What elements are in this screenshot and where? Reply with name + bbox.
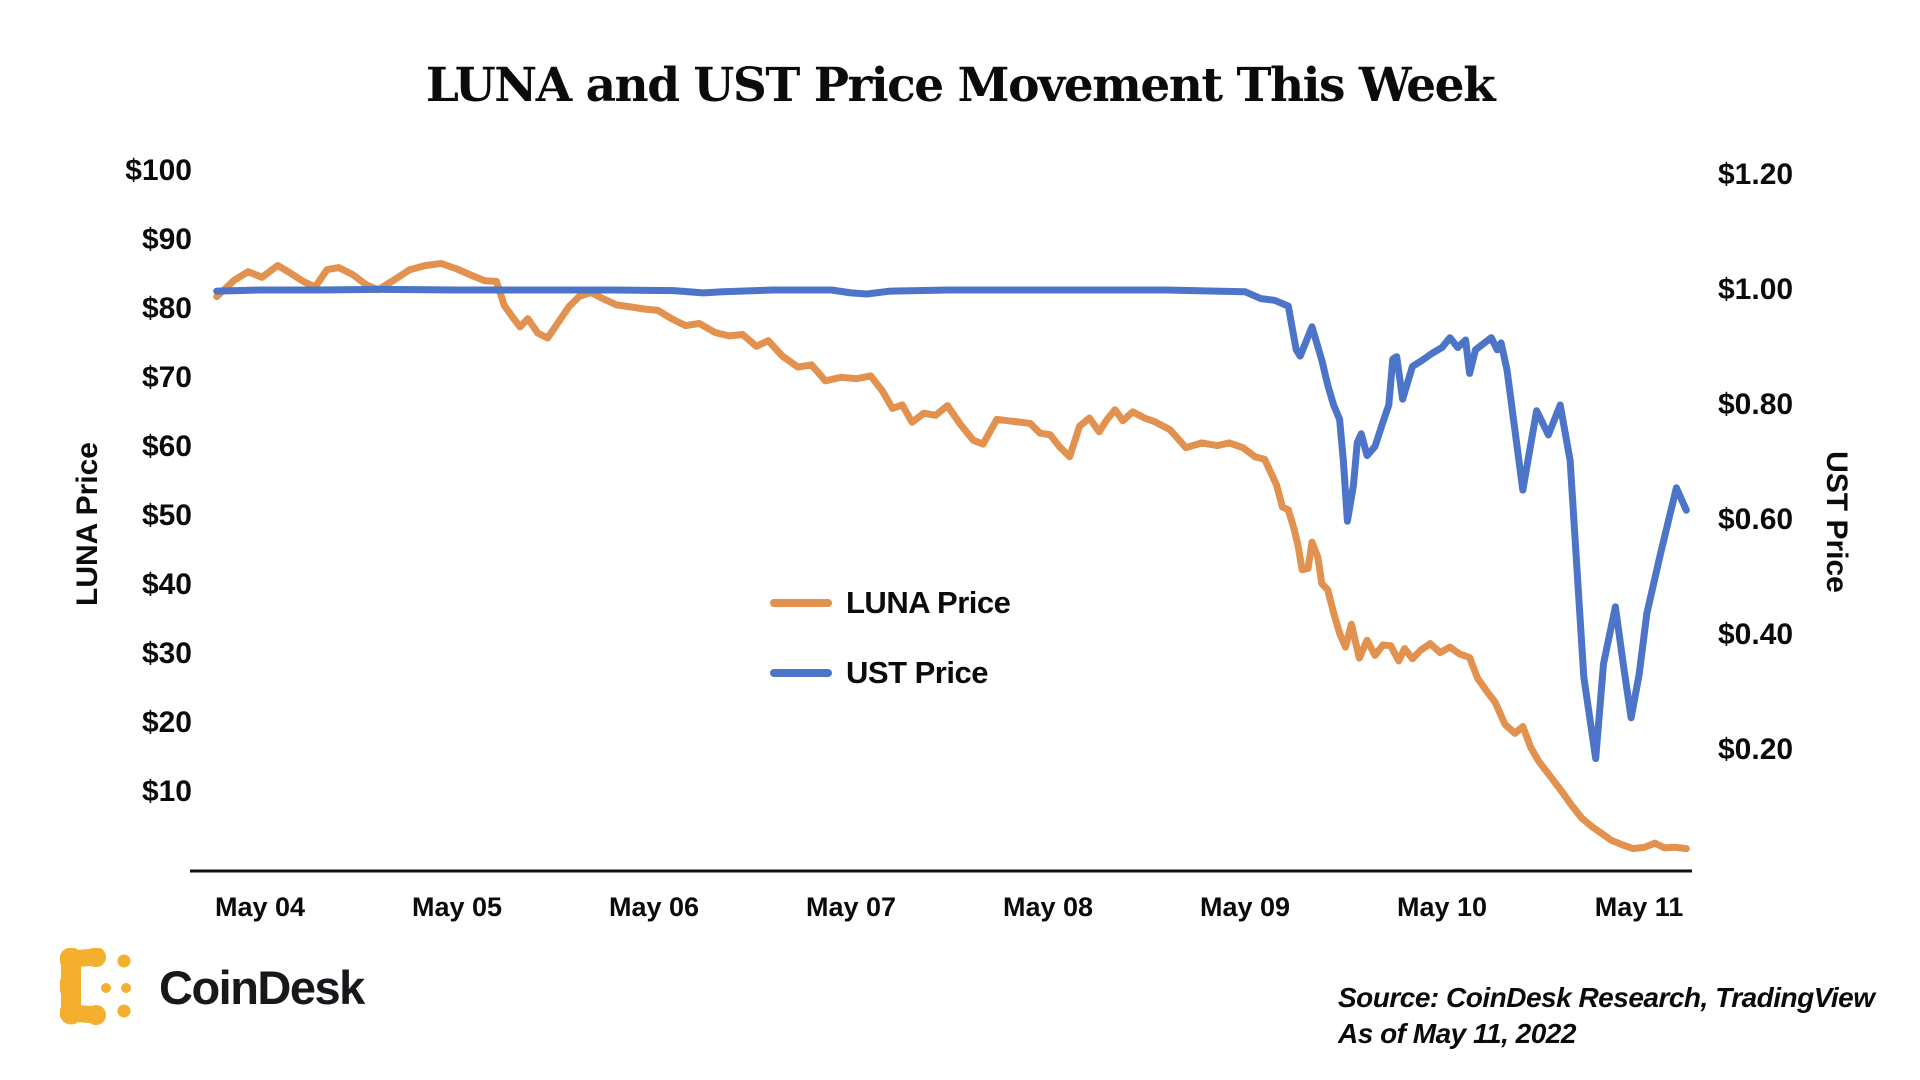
- left-axis-tick: $100: [125, 154, 192, 187]
- left-axis-tick: $10: [141, 775, 192, 808]
- left-axis-tick: $40: [141, 568, 192, 601]
- left-axis-tick: $20: [141, 706, 192, 739]
- x-axis-tick: May 09: [1199, 892, 1291, 922]
- x-axis-tick: May 07: [805, 892, 897, 922]
- source-attribution: Source: CoinDesk Research, TradingView A…: [1338, 980, 1875, 1052]
- coindesk-wordmark: CoinDesk: [159, 960, 365, 1014]
- source-line-1: Source: CoinDesk Research, TradingView: [1338, 982, 1875, 1013]
- right-axis-tick: $1.00: [1718, 273, 1794, 306]
- right-axis-tick: $0.60: [1718, 503, 1794, 536]
- left-axis-tick: $50: [141, 499, 192, 532]
- chart-legend: LUNA Price UST Price: [770, 578, 1011, 718]
- x-axis-tick: May 06: [608, 892, 700, 922]
- legend-item-ust: UST Price: [770, 648, 1010, 698]
- right-axis-tick: $0.40: [1718, 618, 1794, 651]
- left-axis-tick: $80: [141, 292, 192, 325]
- luna-price-line: [213, 260, 1690, 853]
- luna-legend-swatch: [770, 599, 832, 607]
- left-axis-tick: $90: [141, 223, 192, 256]
- x-axis-tick: May 11: [1594, 892, 1684, 922]
- left-axis-tick: $30: [141, 637, 192, 670]
- legend-item-luna: LUNA Price: [770, 578, 1011, 628]
- x-axis-tick: May 05: [411, 892, 503, 922]
- x-axis-tick: May 10: [1396, 892, 1488, 922]
- coindesk-logo-icon: [60, 948, 131, 1025]
- ust-legend-label: UST Price: [846, 655, 988, 690]
- luna-legend-label: LUNA Price: [846, 585, 1011, 620]
- left-axis-title: LUNA Price: [71, 442, 104, 606]
- ust-price-line: [213, 285, 1690, 763]
- ust-legend-swatch: [770, 669, 832, 677]
- chart-title: LUNA and UST Price Movement This Week: [425, 58, 1496, 113]
- right-axis-title: UST Price: [1820, 451, 1853, 593]
- right-axis-tick: $1.20: [1718, 158, 1794, 191]
- right-axis-tick: $0.80: [1718, 388, 1794, 421]
- right-axis-tick: $0.20: [1718, 733, 1794, 766]
- coindesk-brand: CoinDesk: [60, 948, 365, 1026]
- left-axis-tick: $60: [141, 430, 192, 463]
- source-line-2: As of May 11, 2022: [1338, 1018, 1576, 1049]
- left-axis-tick: $70: [141, 361, 192, 394]
- x-axis-tick: May 04: [214, 892, 306, 922]
- x-axis-tick: May 08: [1002, 892, 1094, 922]
